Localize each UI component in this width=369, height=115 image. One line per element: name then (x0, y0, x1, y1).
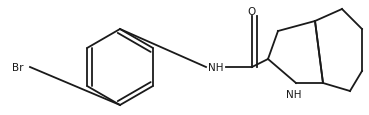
Text: O: O (248, 7, 256, 17)
Text: Br: Br (12, 62, 24, 72)
Text: NH: NH (286, 89, 302, 99)
Text: NH: NH (208, 62, 224, 72)
